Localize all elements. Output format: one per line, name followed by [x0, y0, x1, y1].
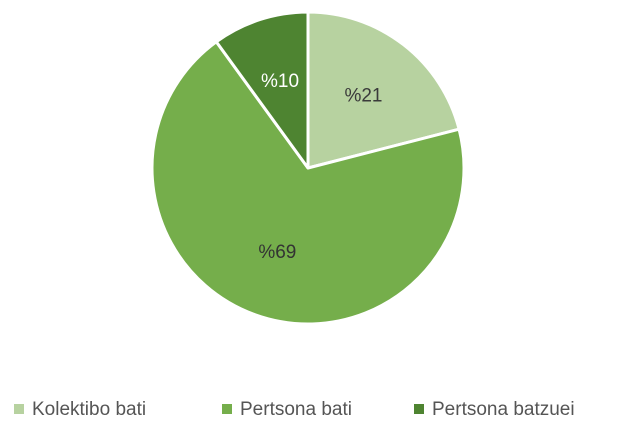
data-label-3: %10 — [261, 71, 299, 92]
data-label-2: %69 — [258, 242, 296, 263]
pie-slice-1 — [306, 10, 461, 170]
pie-data-labels: %21 %69 %10 — [258, 71, 382, 263]
pie-slice-3 — [214, 10, 310, 170]
pie-slices — [150, 10, 466, 326]
legend-swatch-3 — [414, 404, 424, 414]
pie-slice-2 — [150, 40, 466, 326]
chart-legend: Kolektibo bati Pertsona bati Pertsona batz… — [14, 399, 575, 420]
data-label-1: %21 — [344, 86, 382, 107]
legend-label-3: Pertsona batzuei — [432, 399, 575, 420]
legend-label-2: Pertsona bati — [240, 399, 352, 420]
legend-swatch-1 — [14, 404, 24, 414]
legend-swatch-2 — [222, 404, 232, 414]
legend-label-1: Kolektibo bati — [32, 399, 146, 420]
